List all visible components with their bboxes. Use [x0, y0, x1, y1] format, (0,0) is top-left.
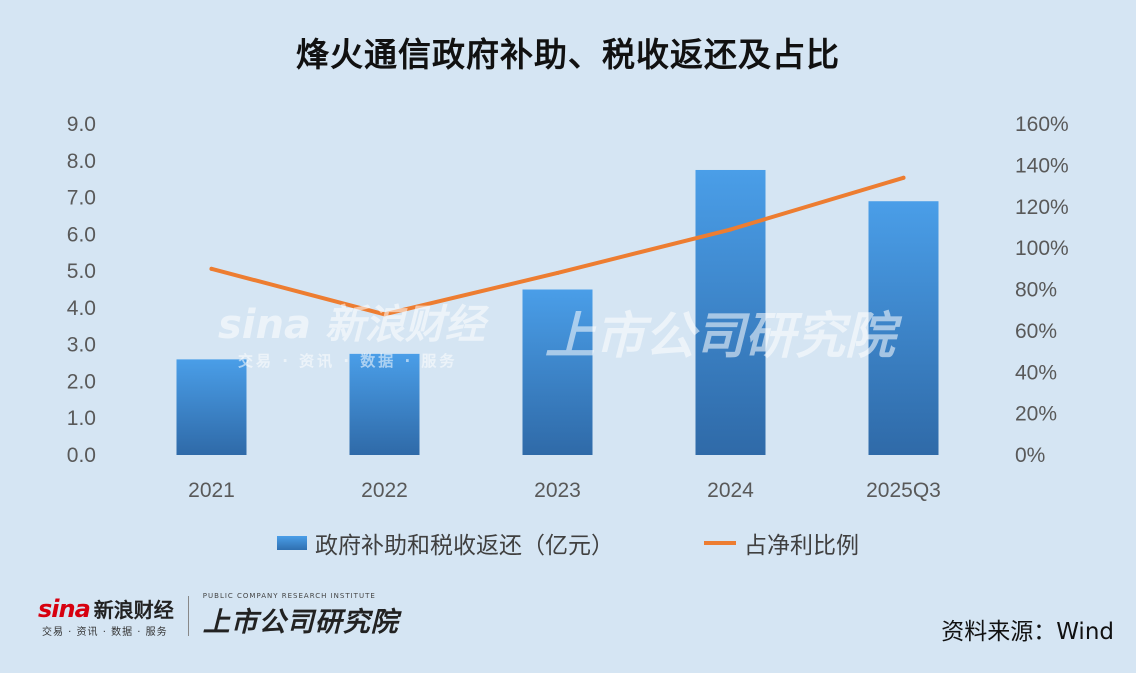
legend: 政府补助和税收返还（亿元） 占净利比例: [0, 526, 1136, 560]
right-axis: 0% 20% 40% 60% 80% 100% 120% 140% 160%: [1015, 113, 1069, 467]
x-tick-label: 2023: [534, 479, 581, 502]
legend-item-bar: 政府补助和税收返还（亿元）: [277, 526, 614, 560]
x-tick-label: 2025Q3: [866, 479, 941, 502]
institute-logo: PUBLIC COMPANY RESEARCH INSTITUTE 上市公司研究…: [203, 592, 399, 639]
left-tick-label: 1.0: [67, 407, 96, 430]
right-tick-label: 160%: [1015, 113, 1069, 136]
chart-title: 烽火通信政府补助、税收返还及占比: [296, 35, 840, 74]
source-note: 资料来源：Wind: [941, 619, 1114, 645]
bar: [176, 359, 247, 455]
legend-line-label: 占净利比例: [744, 533, 859, 559]
sina-logo: sina 新浪财经 交易 · 资讯 · 数据 · 服务: [38, 594, 174, 638]
institute-cn: 上市公司研究院: [202, 607, 399, 638]
x-tick-label: 2022: [361, 479, 408, 502]
bar: [349, 353, 420, 455]
left-tick-label: 6.0: [67, 223, 96, 246]
left-tick-label: 8.0: [67, 150, 96, 173]
bar: [695, 169, 766, 455]
bar: [868, 201, 939, 455]
left-tick-label: 9.0: [67, 113, 96, 136]
right-tick-label: 40%: [1015, 361, 1057, 384]
line-point: [901, 175, 906, 180]
right-tick-label: 80%: [1015, 279, 1057, 302]
x-tick-label: 2024: [707, 479, 754, 502]
line-point: [209, 266, 214, 271]
right-tick-label: 0%: [1015, 444, 1045, 467]
bar-series: [176, 169, 939, 455]
institute-en: PUBLIC COMPANY RESEARCH INSTITUTE: [202, 592, 376, 600]
left-tick-label: 4.0: [67, 297, 96, 320]
line-series: [209, 175, 906, 317]
x-tick-label: 2021: [188, 479, 235, 502]
legend-item-line: 占净利比例: [704, 526, 859, 560]
sina-wordmark: sina: [38, 594, 91, 623]
sina-name: 新浪财经: [93, 597, 174, 622]
footer-logos: sina 新浪财经 交易 · 资讯 · 数据 · 服务 PUBLIC COMPA…: [38, 592, 399, 639]
right-tick-label: 100%: [1015, 237, 1069, 260]
legend-bar-swatch: [277, 536, 307, 550]
line-point: [555, 270, 560, 275]
line-point: [728, 227, 733, 232]
right-tick-label: 20%: [1015, 403, 1057, 426]
x-axis: 2021 2022 2023 2024 2025Q3: [188, 479, 941, 502]
left-tick-label: 5.0: [67, 260, 96, 283]
legend-bar-label: 政府补助和税收返还（亿元）: [315, 533, 614, 559]
left-tick-label: 0.0: [67, 444, 96, 467]
logo-divider: [187, 595, 189, 636]
line-point: [382, 312, 387, 317]
left-tick-label: 3.0: [67, 334, 96, 357]
right-tick-label: 60%: [1015, 320, 1057, 343]
left-axis: 0.0 1.0 2.0 3.0 4.0 5.0 6.0 7.0 8.0 9.0: [67, 113, 96, 467]
legend-line-swatch: [704, 541, 736, 545]
bar: [522, 289, 593, 455]
right-tick-label: 120%: [1015, 196, 1069, 219]
sina-tagline: 交易 · 资讯 · 数据 · 服务: [42, 626, 168, 638]
left-tick-label: 2.0: [67, 370, 96, 393]
right-tick-label: 140%: [1015, 154, 1069, 177]
left-tick-label: 7.0: [67, 187, 96, 210]
